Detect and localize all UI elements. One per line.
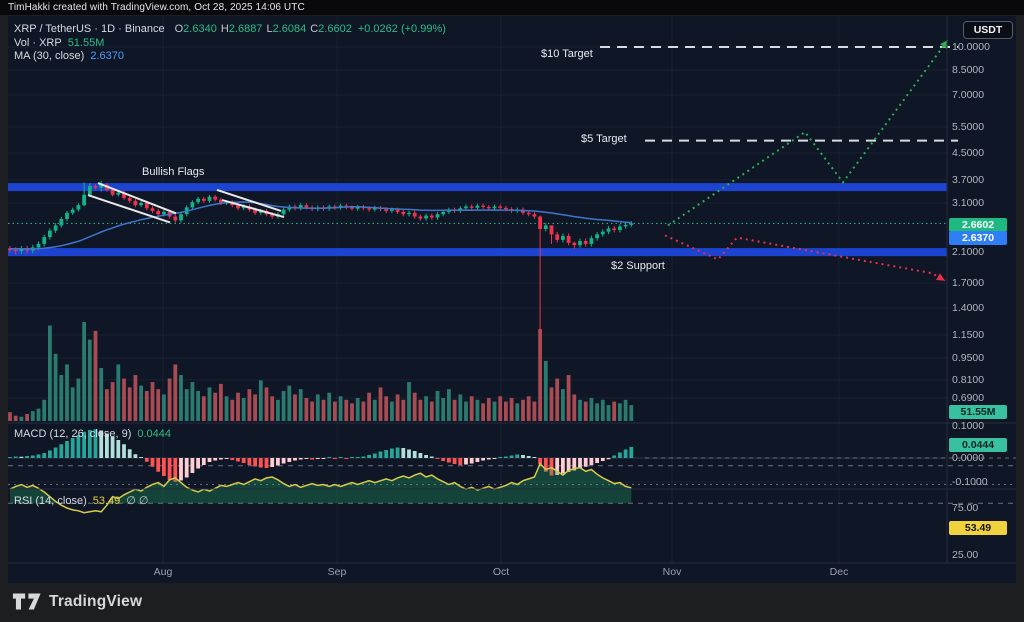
attribution-bar: TimHakki created with TradingView.com, O… [0,0,1024,15]
price-axis-label: 0.6900 [952,392,985,404]
ohlc-value-L: 2.6084 [272,23,307,35]
target-5-label: $5 Target [581,133,627,145]
price-axis-label: 0.0000 [952,452,985,464]
axis-value-badge: 2.6370 [949,231,1007,245]
time-axis-label: Aug [153,566,173,578]
change-value: +0.0262 (+0.99%) [357,23,446,35]
ma-line [9,201,632,250]
ma-legend-label: MA (30, close) [14,50,85,62]
volume-legend[interactable]: Vol · XRP 51.55M [14,37,104,49]
price-axis-label: 2.1000 [952,246,985,258]
symbol-title: XRP / TetherUS · 1D · Binance [14,23,165,35]
time-axis-label: Sep [327,566,347,578]
price-axis-label: 3.7000 [952,174,985,186]
attribution-text: TimHakki created with TradingView.com, O… [8,2,305,13]
rsi-legend-label: RSI (14, close) [14,494,87,507]
ohlc-value-C: 2.6602 [318,23,352,35]
pane-separators [8,16,1016,564]
blue-bands [8,183,947,257]
target-lines [600,46,958,142]
rsi-plot [9,462,632,514]
axis-value-badge: 0.0444 [949,438,1007,452]
macd-legend[interactable]: MACD (12, 26, close, 9) 0.0444 [14,428,171,440]
rsi-hidden-values: ∅ ∅ [126,495,149,507]
time-axis-label: Dec [829,566,849,578]
ma-legend-value: 2.6370 [90,50,124,62]
axis-value-badge: 51.55M [949,405,1007,419]
price-axis-label: 1.7000 [952,277,985,289]
bearish-projection [664,234,946,282]
footer-bar: TradingView [0,583,1024,622]
ma-legend[interactable]: MA (30, close) 2.6370 [14,50,124,62]
axis-value-badge: 2.6602 [949,218,1007,232]
ohlc-key-L: L [266,23,273,35]
price-axis-label: 0.9500 [952,352,985,364]
price-axis-label: 0.1000 [952,420,985,432]
bullish-flags-label: Bullish Flags [142,166,205,178]
price-axis-label: 4.5000 [952,147,985,159]
tradingview-logo-text: TradingView [49,592,143,610]
price-axis-label: 1.1500 [952,329,985,341]
candlesticks [8,180,634,334]
price-axis-label: 1.4000 [952,302,985,314]
volume-legend-label: Vol · XRP [14,37,62,49]
ohlc-key-H: H [220,23,229,35]
volume-bars [8,322,634,421]
symbol-legend[interactable]: XRP / TetherUS · 1D · Binance O2.6340 H2.… [14,23,446,35]
support-2-label: $2 Support [611,260,665,272]
price-axis-label: 3.1000 [952,197,985,209]
axis-value-badge: 53.49 [949,521,1007,535]
rsi-legend[interactable]: RSI (14, close) 53.49 ∅ ∅ [14,494,149,508]
volume-legend-value: 51.55M [67,37,105,49]
price-axis-label: 8.5000 [952,64,985,76]
price-axis-label: 10.0000 [952,41,990,53]
price-axis-label: 75.00 [952,502,979,514]
tradingview-logo[interactable]: TradingView [12,592,142,611]
macd-histogram [8,429,1016,482]
bullish-projection [667,39,949,227]
ohlc-value-O: 2.6340 [183,23,217,35]
price-axis-label: 0.8100 [952,374,985,386]
ohlc-key-C: C [310,23,319,35]
rsi-legend-value: 53.49 [92,494,121,507]
price-axis-label: 25.00 [952,549,979,561]
macd-legend-value: 0.0444 [137,428,172,440]
ohlc-value-H: 2.6887 [228,23,263,35]
price-axis-label: -0.1000 [952,476,988,488]
price-axis-label: 5.5000 [952,121,985,133]
ohlc-key-O: O [174,23,184,35]
rsi-band [8,465,1016,504]
grid-lines [8,16,947,563]
target-10-label: $10 Target [541,48,593,60]
time-axis-label: Oct [492,566,510,578]
macd-legend-label: MACD (12, 26, close, 9) [14,428,132,440]
bullish-flag-lines [87,182,285,224]
tradingview-logo-mark [12,593,41,610]
time-axis-label: Nov [662,566,682,578]
currency-toggle-button[interactable]: USDT [963,21,1013,39]
ohlc-values: O2.6340 H2.6887 L2.6084 C2.6602 [171,23,352,35]
price-axis-label: 7.0000 [952,89,985,101]
